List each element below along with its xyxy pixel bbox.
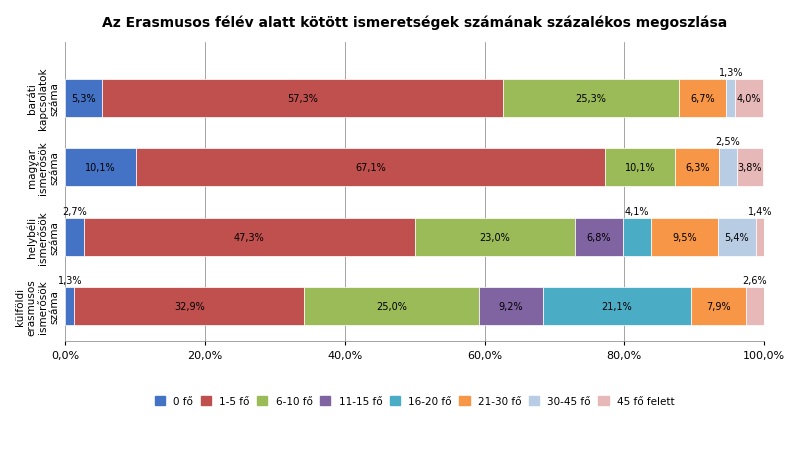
Bar xyxy=(605,149,675,187)
Bar xyxy=(502,80,679,118)
Bar xyxy=(735,80,763,118)
Legend: 0 fő, 1-5 fő, 6-10 fő, 11-15 fő, 16-20 fő, 21-30 fő, 30-45 fő, 45 fő felett: 0 fő, 1-5 fő, 6-10 fő, 11-15 fő, 16-20 f… xyxy=(150,391,680,412)
Text: 1,3%: 1,3% xyxy=(58,275,82,285)
Text: 32,9%: 32,9% xyxy=(174,301,205,312)
Text: 4,0%: 4,0% xyxy=(737,94,762,104)
Bar xyxy=(726,80,735,118)
Bar xyxy=(675,149,719,187)
Bar xyxy=(84,218,414,257)
Bar xyxy=(623,218,651,257)
Text: 7,9%: 7,9% xyxy=(706,301,730,312)
Text: 21,1%: 21,1% xyxy=(602,301,632,312)
Bar xyxy=(102,80,502,118)
Bar xyxy=(66,288,74,325)
Text: 5,4%: 5,4% xyxy=(724,232,749,242)
Bar xyxy=(414,218,575,257)
Text: 1,4%: 1,4% xyxy=(748,206,773,216)
Text: 6,8%: 6,8% xyxy=(587,232,611,242)
Bar xyxy=(543,288,690,325)
Bar xyxy=(136,149,605,187)
Bar xyxy=(575,218,623,257)
Text: 25,0%: 25,0% xyxy=(376,301,407,312)
Bar xyxy=(304,288,479,325)
Text: 2,5%: 2,5% xyxy=(715,137,740,147)
Bar xyxy=(737,149,763,187)
Text: 6,7%: 6,7% xyxy=(690,94,715,104)
Text: 9,2%: 9,2% xyxy=(498,301,523,312)
Text: 6,3%: 6,3% xyxy=(685,163,710,173)
Title: Az Erasmusos félév alatt kötött ismeretségek számának százalékos megoszlása: Az Erasmusos félév alatt kötött ismerets… xyxy=(102,15,727,30)
Text: 5,3%: 5,3% xyxy=(71,94,96,104)
Bar xyxy=(746,288,764,325)
Bar xyxy=(755,218,766,257)
Text: 1,3%: 1,3% xyxy=(718,68,743,77)
Bar xyxy=(66,149,136,187)
Bar xyxy=(74,288,304,325)
Text: 4,1%: 4,1% xyxy=(625,206,650,216)
Bar xyxy=(690,288,746,325)
Bar xyxy=(66,80,102,118)
Text: 67,1%: 67,1% xyxy=(355,163,386,173)
Text: 57,3%: 57,3% xyxy=(287,94,318,104)
Bar xyxy=(66,218,84,257)
Bar xyxy=(651,218,718,257)
Text: 47,3%: 47,3% xyxy=(234,232,265,242)
Bar xyxy=(719,149,737,187)
Text: 2,6%: 2,6% xyxy=(742,275,767,285)
Text: 23,0%: 23,0% xyxy=(480,232,510,242)
Text: 10,1%: 10,1% xyxy=(86,163,116,173)
Text: 25,3%: 25,3% xyxy=(576,94,606,104)
Text: 2,7%: 2,7% xyxy=(62,206,87,216)
Text: 3,8%: 3,8% xyxy=(738,163,762,173)
Bar xyxy=(718,218,755,257)
Bar xyxy=(679,80,726,118)
Text: 9,5%: 9,5% xyxy=(672,232,697,242)
Bar xyxy=(479,288,543,325)
Text: 10,1%: 10,1% xyxy=(625,163,655,173)
